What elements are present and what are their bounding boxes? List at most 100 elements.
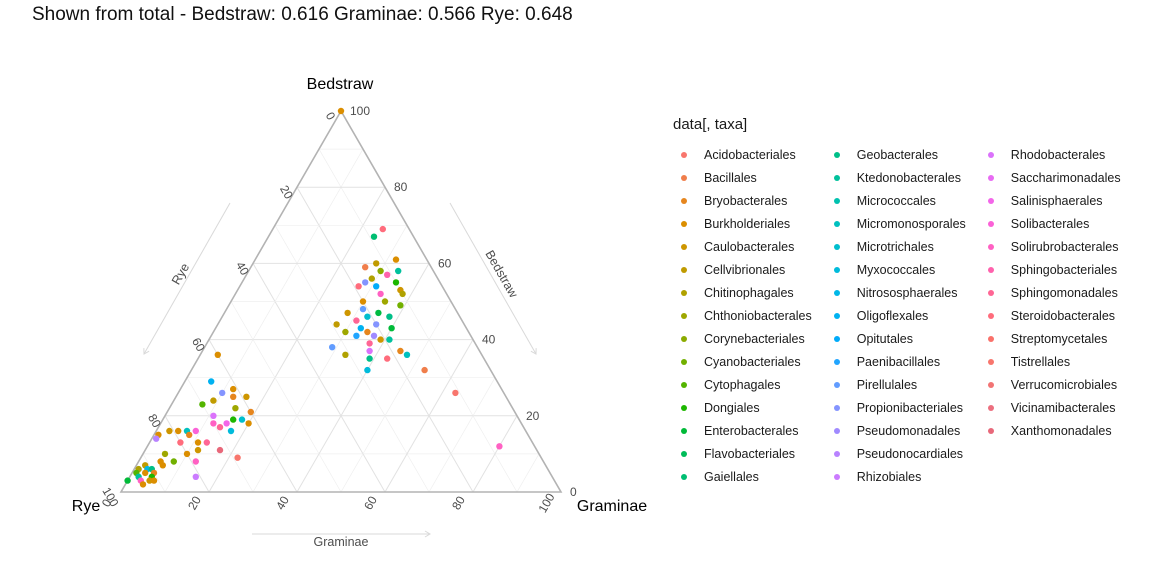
triangle-frame (119, 109, 563, 493)
legend-item: Bryobacterales (673, 189, 812, 212)
legend-marker (987, 151, 994, 158)
legend-item: Cyanobacteriales (673, 350, 812, 373)
data-point (403, 351, 411, 358)
legend-marker (681, 404, 687, 411)
bedstraw-axis-arrow (449, 202, 537, 355)
rye-axis-arrow-head (143, 348, 150, 355)
data-point (203, 439, 210, 446)
legend-marker (987, 427, 994, 434)
data-point (170, 458, 177, 465)
grid-line-graminae (516, 453, 540, 493)
legend-label: Xanthomonadales (1010, 423, 1112, 438)
legend-column: Geobacterales Ktedonobacterales Micrococca… (826, 143, 966, 488)
legend-item: Pirellulales (826, 373, 966, 396)
data-point (384, 271, 391, 278)
data-point (421, 366, 428, 374)
legend-item: Solibacterales (980, 212, 1121, 235)
legend-label: Bacillales (704, 170, 757, 185)
legend-label: Streptomycetales (1010, 331, 1108, 346)
legend-item: Micrococcales (826, 189, 966, 212)
data-point (377, 336, 384, 343)
legend-item: Caulobacterales (673, 235, 812, 258)
data-point (186, 431, 193, 439)
data-point (192, 458, 199, 465)
legend-label: Caulobacterales (704, 239, 795, 254)
data-point (362, 279, 369, 286)
legend-marker (987, 243, 994, 250)
data-point (366, 355, 373, 362)
bedstraw-axis-arrow-head (530, 348, 537, 355)
data-point (386, 336, 393, 343)
legend-item: Nitrososphaerales (826, 281, 966, 304)
legend-item: Chthoniobacterales (673, 304, 812, 327)
data-point (377, 267, 384, 275)
data-point (153, 435, 160, 442)
bedstraw-tick-label: 0 (570, 485, 577, 499)
data-point (373, 260, 380, 267)
data-point (146, 477, 153, 484)
legend-marker (681, 289, 687, 296)
legend-marker (833, 197, 840, 204)
corner-label-top: Bedstraw (307, 76, 374, 93)
legend-label: Flavobacteriales (704, 446, 796, 461)
legend-label: Cyanobacteriales (704, 354, 801, 369)
data-point (395, 267, 402, 275)
legend-item: Corynebacteriales (673, 327, 812, 350)
legend-label: Microtrichales (856, 239, 934, 254)
legend-label: Cellvibrionales (704, 262, 786, 277)
legend-label: Geobacterales (856, 147, 939, 162)
legend-marker (681, 243, 687, 250)
legend-label: Cytophagales (704, 377, 781, 392)
data-point (366, 347, 373, 355)
data-point (364, 366, 371, 374)
legend-label: Solirubrobacterales (1010, 239, 1119, 254)
data-point (452, 389, 459, 397)
legend-marker (987, 266, 994, 273)
legend-item: Solirubrobacterales (980, 235, 1121, 258)
data-point (199, 401, 206, 408)
legend-label: Pseudomonadales (856, 423, 961, 438)
data-point (344, 309, 351, 317)
legend-item: Bacillales (673, 166, 812, 189)
legend-marker (987, 381, 994, 388)
legend-item: Vicinamibacterales (980, 396, 1121, 419)
legend-label: Dongiales (704, 400, 760, 415)
ternary-frame (119, 109, 563, 493)
legend-label: Acidobacteriales (704, 147, 796, 162)
legend-marker (833, 427, 840, 434)
legend-marker (681, 266, 687, 273)
ternary-grid (142, 148, 540, 493)
legend-marker (833, 266, 840, 273)
legend-label: Steroidobacterales (1010, 308, 1116, 323)
legend-item: Xanthomonadales (980, 419, 1121, 442)
legend-item: Salinisphaerales (980, 189, 1121, 212)
legend-marker (681, 174, 687, 181)
rye-tick-label: 40 (233, 259, 252, 278)
legend-marker (987, 174, 994, 181)
data-point (238, 416, 246, 423)
data-point (375, 309, 382, 317)
legend-label: Salinisphaerales (1010, 193, 1103, 208)
legend-label: Burkholderiales (704, 216, 791, 231)
legend-item: Dongiales (673, 396, 812, 419)
data-point (216, 446, 224, 454)
rye-tick-label: 60 (189, 335, 208, 354)
data-point (192, 473, 199, 480)
grid-line-graminae (428, 377, 496, 493)
data-point (230, 385, 237, 393)
data-point (166, 427, 173, 435)
axis-arrows (143, 202, 537, 538)
graminae-tick-label: 80 (449, 493, 468, 512)
graminae-tick-label: 100 (535, 491, 557, 516)
legend-marker (681, 381, 687, 388)
data-point (342, 328, 349, 336)
data-point (234, 454, 241, 461)
legend-marker (681, 312, 687, 319)
legend-marker (681, 473, 687, 480)
legend-label: Chitinophagales (704, 285, 794, 300)
legend-label: Opitutales (856, 331, 913, 346)
data-point (353, 317, 360, 324)
legend-marker (833, 473, 840, 480)
